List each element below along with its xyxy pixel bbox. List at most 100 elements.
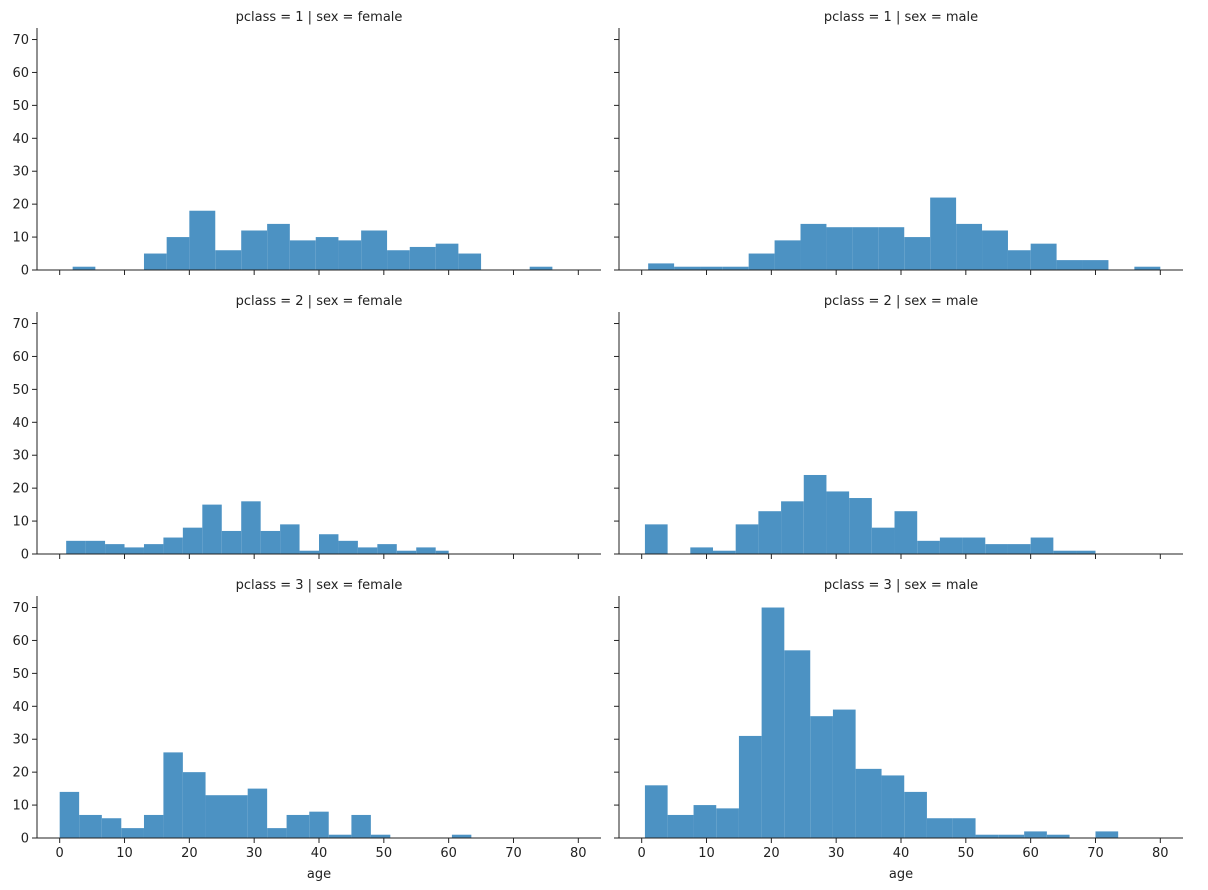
histogram-bar — [166, 237, 190, 270]
histogram-bar — [878, 227, 905, 270]
x-tick-label: 50 — [958, 846, 975, 861]
x-tick-label: 50 — [376, 846, 393, 861]
y-tick-label: 50 — [12, 667, 29, 682]
histogram-bar — [143, 253, 167, 270]
histogram-bar — [182, 772, 206, 838]
x-tick-label: 10 — [698, 846, 715, 861]
histogram-bar — [1030, 537, 1054, 554]
y-tick-label: 50 — [12, 99, 29, 114]
histogram-bar — [121, 828, 144, 838]
y-tick-label: 60 — [12, 350, 29, 365]
y-tick-label: 70 — [12, 33, 29, 48]
x-tick-label: 30 — [246, 846, 263, 861]
histogram-bar — [939, 537, 963, 554]
x-tick-label: 80 — [570, 846, 587, 861]
y-tick-label: 0 — [21, 264, 29, 279]
histogram-bar — [713, 550, 736, 554]
histogram-bar — [917, 540, 940, 554]
x-axis-label: age — [889, 867, 913, 882]
x-tick-label: 40 — [311, 846, 328, 861]
histogram-bar — [189, 210, 216, 270]
histogram-bar — [881, 775, 905, 838]
histogram-bar — [832, 709, 856, 838]
histogram-bar — [1030, 243, 1057, 270]
histogram-bar — [1053, 550, 1077, 554]
histogram-bar — [267, 828, 287, 838]
histogram-bar — [1056, 260, 1083, 270]
facet-title: pclass = 2 | sex = male — [824, 294, 978, 309]
histogram-bar — [66, 540, 86, 554]
y-tick-label: 20 — [12, 766, 29, 781]
y-tick-label: 0 — [21, 548, 29, 563]
histogram-bar — [667, 814, 694, 838]
histogram-bar — [748, 253, 775, 270]
x-tick-label: 20 — [763, 846, 780, 861]
histogram-bar — [124, 547, 144, 554]
x-tick-label: 70 — [505, 846, 522, 861]
histogram-bar — [1007, 544, 1031, 554]
y-tick-label: 20 — [12, 482, 29, 497]
histogram-bar — [926, 818, 953, 838]
histogram-bar — [738, 735, 762, 838]
facet-title: pclass = 1 | sex = female — [236, 10, 403, 25]
x-tick-label: 0 — [638, 846, 646, 861]
histogram-bar — [975, 834, 999, 838]
histogram-bar — [758, 511, 782, 554]
histogram-bar — [357, 547, 378, 554]
histogram-bar — [644, 785, 668, 838]
histogram-bar — [163, 537, 183, 554]
facet-title: pclass = 3 | sex = female — [236, 578, 403, 593]
x-tick-label: 80 — [1152, 846, 1169, 861]
histogram-bar — [143, 814, 164, 838]
histogram-bar — [852, 227, 879, 270]
histogram-bar — [904, 791, 927, 838]
histogram-bar — [215, 250, 242, 270]
x-tick-label: 60 — [1022, 846, 1039, 861]
histogram-bar — [351, 814, 371, 838]
histogram-bar — [315, 237, 339, 270]
histogram-bar — [871, 527, 895, 554]
y-tick-label: 40 — [12, 416, 29, 431]
y-tick-label: 30 — [12, 449, 29, 464]
histogram-bar — [962, 537, 986, 554]
y-tick-label: 30 — [12, 165, 29, 180]
x-tick-label: 10 — [116, 846, 133, 861]
histogram-bar — [182, 527, 203, 554]
histogram-bar — [377, 544, 397, 554]
histogram-bar — [289, 240, 316, 270]
y-tick-label: 10 — [12, 231, 29, 246]
histogram-bar — [361, 230, 388, 270]
histogram-bar — [985, 544, 1008, 554]
facet-title: pclass = 3 | sex = male — [824, 578, 978, 593]
x-tick-label: 20 — [181, 846, 198, 861]
histogram-bar — [396, 550, 417, 554]
histogram-bar — [205, 795, 225, 838]
histogram-bar — [956, 223, 983, 270]
y-tick-label: 20 — [12, 198, 29, 213]
histogram-bar — [85, 540, 106, 554]
histogram-bar — [338, 540, 358, 554]
histogram-bar — [826, 227, 853, 270]
histogram-bar — [299, 550, 319, 554]
histogram-bar — [309, 811, 329, 838]
facet-panel-5: pclass = 3 | sex = female 0 10 20 30 40 50 60 70… — [12, 578, 601, 882]
histogram-bar — [267, 223, 290, 270]
histogram-bar — [1082, 260, 1109, 270]
histogram-bar — [72, 266, 96, 270]
histogram-bar — [286, 814, 310, 838]
y-tick-label: 40 — [12, 700, 29, 715]
histogram-bar — [451, 834, 472, 838]
histogram-bar — [105, 544, 125, 554]
histogram-bar — [690, 547, 713, 554]
histogram-bar — [674, 266, 701, 270]
histogram-bar — [648, 263, 675, 270]
y-tick-label: 70 — [12, 317, 29, 332]
histogram-bar — [693, 805, 717, 838]
histogram-bar — [1134, 266, 1161, 270]
facet-title: pclass = 1 | sex = male — [824, 10, 978, 25]
histogram-bar — [1007, 250, 1031, 270]
histogram-bar — [855, 768, 882, 838]
y-tick-label: 60 — [12, 66, 29, 81]
histogram-bar — [784, 650, 811, 838]
facet-panel-3: pclass = 2 | sex = female 0 10 20 30 40 50 60 70 — [12, 294, 601, 563]
